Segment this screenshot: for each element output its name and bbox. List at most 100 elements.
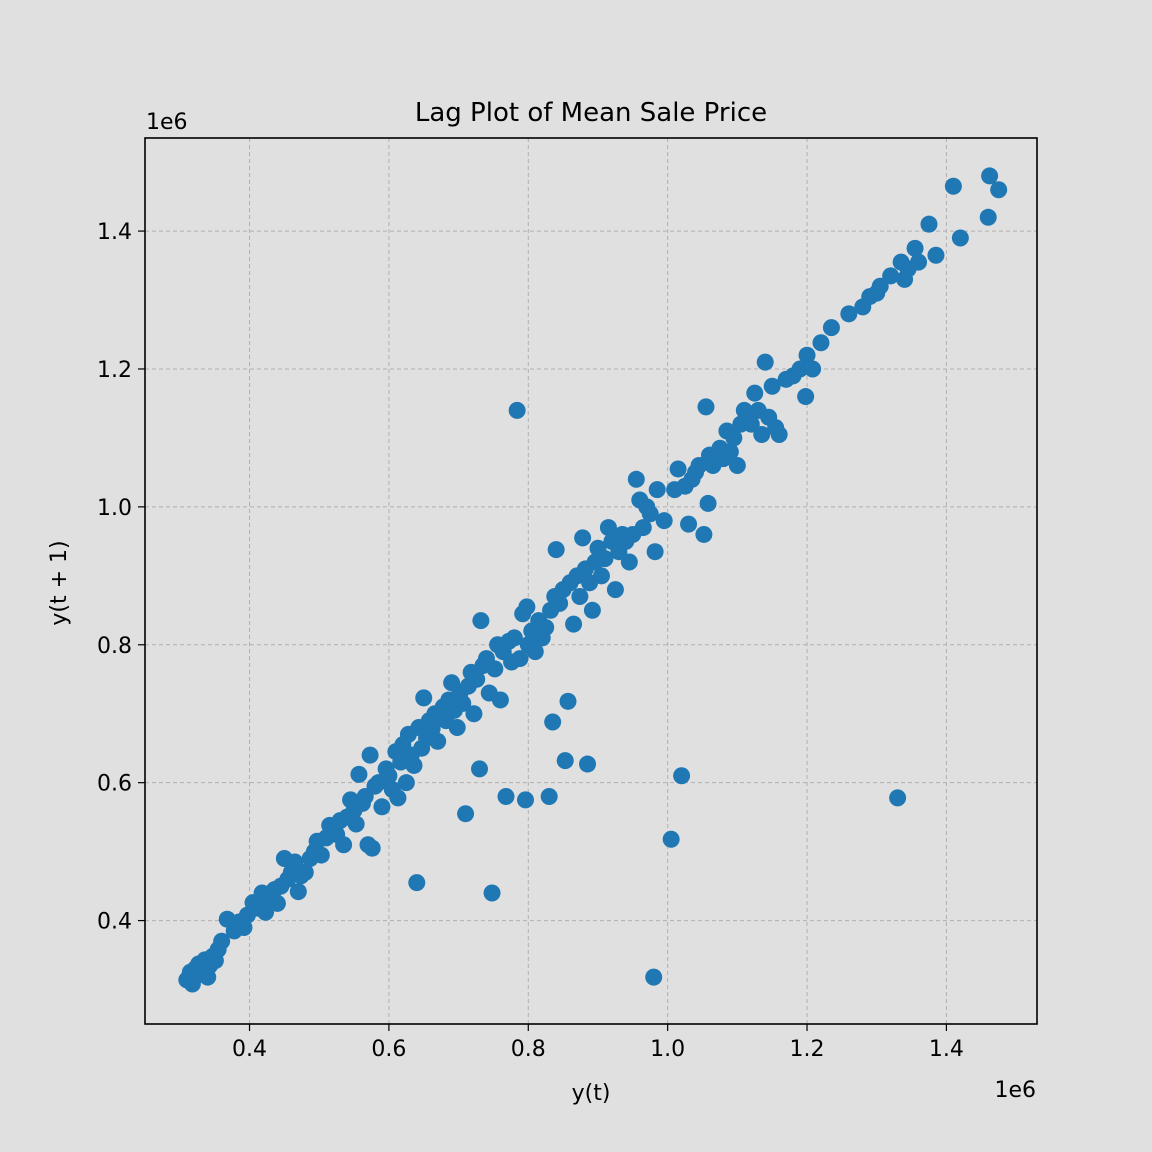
data-point [471,760,488,778]
data-point [468,670,486,688]
data-point [373,798,391,816]
data-point [680,515,698,533]
data-point [669,460,687,478]
y-tick-label: 1.2 [97,358,132,383]
data-point [565,615,583,633]
data-point [583,601,601,619]
data-point [335,836,353,854]
data-point [812,334,830,352]
data-point [981,167,999,185]
data-point [511,650,529,668]
data-point [634,519,652,537]
data-point [448,719,466,737]
x-tick-label: 1.4 [929,1037,964,1062]
data-point [697,398,715,416]
data-point [695,525,713,543]
data-point [574,529,592,547]
x-tick-label: 1.2 [790,1037,825,1062]
data-point [361,746,379,764]
data-point [556,752,574,770]
data-point [526,643,544,661]
y-tick-label: 0.8 [97,634,132,659]
y-axis-label: y(t + 1) [47,540,72,625]
data-point [505,629,523,647]
data-point [721,443,739,461]
data-point [544,713,562,731]
data-point [882,267,900,285]
data-point [472,612,490,630]
data-point [606,581,624,599]
data-point [350,765,368,783]
grid-layer [145,138,1037,1024]
y-tick-label: 1.4 [97,220,132,245]
data-point [537,619,555,637]
x-tick-label: 0.8 [511,1037,546,1062]
data-point [592,567,610,585]
data-point [951,229,969,247]
plot-area-frame [144,137,1038,1025]
data-point [547,541,565,559]
data-point [397,774,415,792]
data-point [620,553,638,571]
data-point [927,246,945,264]
data-point [990,181,1008,199]
data-point [497,787,515,805]
data-point [551,594,569,612]
data-point [408,874,426,892]
data-point [457,805,475,823]
data-point [559,692,577,710]
data-point [798,346,816,364]
data-point [641,505,659,523]
data-point [415,689,433,707]
data-point [770,425,788,443]
ticks-layer: 0.4 0.6 0.8 1.0 1.2 1.4 0.4 0.6 0.8 1.0 1.2 1.4 [97,220,964,1062]
y-tick-label: 0.4 [97,910,132,935]
x-axis-offset-label: 1e6 [994,1078,1036,1103]
data-point [347,815,365,833]
data-point [312,846,330,864]
data-point [797,388,815,406]
data-point [728,457,746,475]
data-point [454,694,472,712]
data-point [540,787,558,805]
data-point [910,253,928,271]
data-point [286,853,304,871]
data-point [655,512,673,530]
data-point [516,791,534,809]
data-point [889,789,907,807]
data-point [429,732,447,750]
data-point [599,519,617,537]
y-axis-offset-label: 1e6 [146,110,188,135]
data-point [753,425,771,443]
data-point [627,470,645,488]
data-point [725,429,743,447]
data-point [699,494,717,512]
data-point [906,239,924,257]
data-point [690,457,708,475]
data-point [791,360,809,378]
data-point [920,215,938,233]
data-point [296,863,314,881]
data-point [491,691,509,709]
data-point [483,884,501,902]
x-tick-label: 0.4 [232,1037,267,1062]
data-point [213,932,231,950]
x-axis-label: y(t) [572,1081,611,1106]
x-tick-label: 0.6 [371,1037,406,1062]
data-point [804,360,822,378]
data-point [944,177,962,195]
data-point [579,755,597,773]
data-point [756,353,774,371]
data-point [840,305,858,323]
points-layer [178,167,1008,993]
data-point [405,756,423,774]
data-point [662,830,680,848]
data-point [742,415,760,433]
data-point [763,377,781,395]
data-point [380,767,398,785]
data-point [571,588,589,606]
data-point [646,543,664,561]
data-point [645,968,663,986]
data-point [518,598,536,616]
